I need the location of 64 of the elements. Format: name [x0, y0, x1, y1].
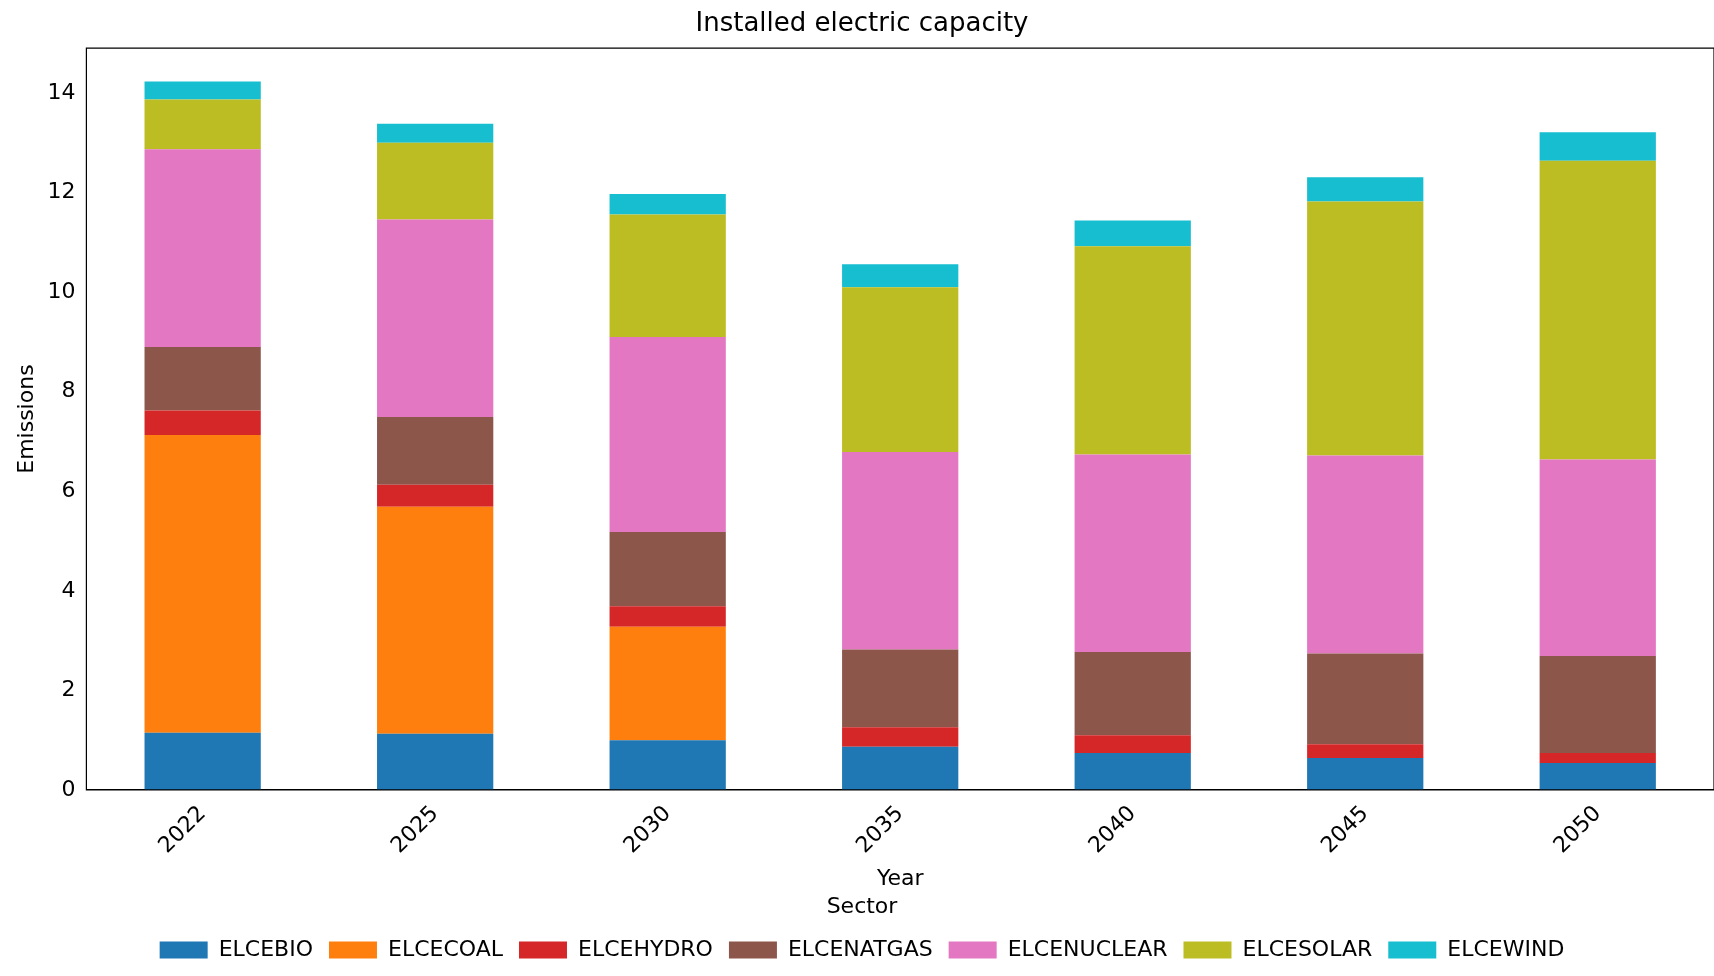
bar — [377, 417, 494, 485]
legend-label: ELCEWIND — [1447, 935, 1565, 961]
bar — [842, 649, 959, 728]
bar — [377, 506, 494, 734]
bar — [1074, 220, 1191, 247]
legend-title: Sector — [826, 893, 899, 919]
bar — [1307, 177, 1424, 202]
legend-label: ELCEHYDRO — [577, 935, 713, 961]
bar — [377, 733, 494, 790]
bar — [1307, 744, 1424, 759]
bar — [144, 99, 261, 150]
y-tick-label: 0 — [61, 775, 76, 801]
legend-label: ELCENATGAS — [787, 935, 933, 961]
bar — [377, 219, 494, 418]
bar — [1307, 201, 1424, 456]
y-tick-label: 2 — [61, 676, 76, 702]
bar — [842, 746, 959, 790]
bar — [1307, 653, 1424, 745]
y-tick-label: 4 — [61, 576, 76, 602]
bar — [1539, 753, 1656, 764]
bar — [842, 264, 959, 288]
bar — [144, 149, 261, 347]
y-tick-label: 12 — [47, 178, 76, 204]
bar — [377, 484, 494, 507]
y-tick-label: 8 — [61, 377, 76, 403]
y-axis-title: Emissions — [12, 364, 38, 474]
bar — [377, 123, 494, 143]
bar — [1074, 735, 1191, 754]
bar — [1074, 246, 1191, 455]
bar — [609, 214, 726, 337]
bar — [1307, 758, 1424, 790]
bar — [144, 81, 261, 100]
bar — [1539, 459, 1656, 657]
bar — [609, 336, 726, 533]
bar — [1074, 454, 1191, 653]
bar — [1539, 656, 1656, 754]
legend-label: ELCENUCLEAR — [1007, 935, 1168, 961]
legend-label: ELCECOAL — [387, 935, 504, 961]
bar — [1307, 455, 1424, 654]
bar — [609, 194, 726, 215]
bar — [609, 626, 726, 741]
x-axis-title: Year — [875, 865, 925, 891]
legend-label: ELCESOLAR — [1242, 935, 1373, 961]
bar — [144, 346, 261, 411]
bar — [144, 410, 261, 435]
bar — [609, 606, 726, 627]
bar — [377, 142, 494, 220]
bar — [609, 532, 726, 607]
bar — [144, 732, 261, 790]
y-tick-label: 6 — [61, 476, 76, 502]
bar — [1539, 132, 1656, 161]
bar — [144, 435, 261, 733]
bar — [842, 287, 959, 452]
bar — [1539, 160, 1656, 460]
bar — [1539, 763, 1656, 790]
bar — [609, 740, 726, 790]
bar — [842, 451, 959, 650]
legend-label: ELCEBIO — [218, 935, 313, 961]
y-tick-label: 14 — [47, 78, 76, 104]
chart-title: Installed electric capacity — [695, 7, 1029, 38]
y-tick-label: 10 — [47, 277, 76, 303]
bar — [1074, 753, 1191, 790]
bar — [842, 727, 959, 747]
bar — [1074, 652, 1191, 736]
